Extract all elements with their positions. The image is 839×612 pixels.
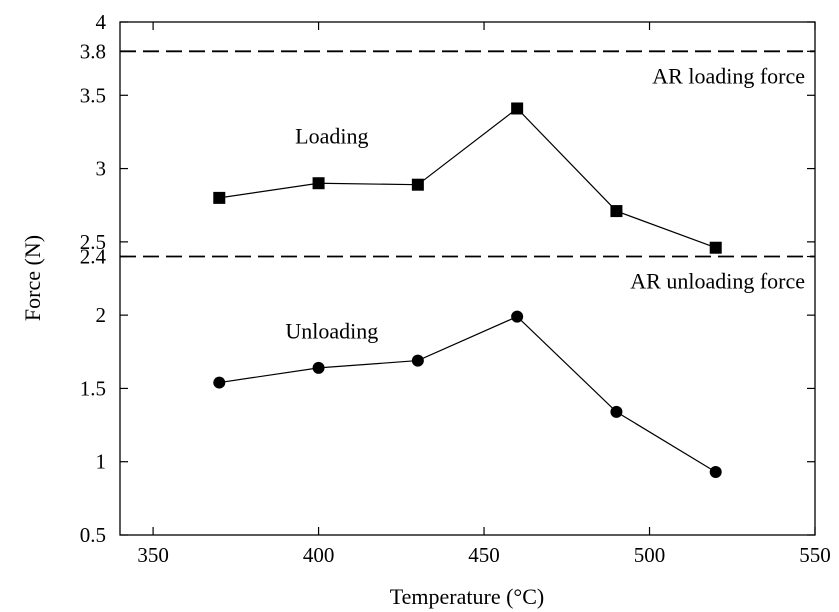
y-tick-label: 2 xyxy=(96,303,107,327)
series-layer xyxy=(213,102,722,478)
reference-line-label: AR loading force xyxy=(652,63,805,88)
data-point xyxy=(610,405,623,418)
y-tick-label: 1.5 xyxy=(80,376,106,400)
y-tick-label: 0.5 xyxy=(80,523,106,547)
data-point xyxy=(213,376,226,389)
reference-line-label: AR unloading force xyxy=(630,269,805,294)
data-point xyxy=(411,354,424,367)
x-tick-label: 550 xyxy=(799,543,831,567)
y-tick-label: 2.5 xyxy=(80,230,106,254)
series-0 xyxy=(213,102,722,254)
y-tick-label: 3.5 xyxy=(80,83,106,107)
series-annotation: Loading xyxy=(295,124,368,149)
y-tick-label: 3 xyxy=(96,157,107,181)
data-point xyxy=(312,177,325,190)
x-axis-title: Temperature (°C) xyxy=(390,584,544,609)
y-tick-label: 1 xyxy=(96,450,107,474)
series-annotation: Unloading xyxy=(285,319,378,344)
data-point xyxy=(312,361,325,374)
annotations: Loading Unloading xyxy=(285,124,378,344)
series-1 xyxy=(213,310,722,478)
y-tick-label: 4 xyxy=(96,10,107,34)
data-point xyxy=(213,191,226,204)
series-line xyxy=(219,107,716,249)
reference-lines: AR loading force AR unloading force xyxy=(120,50,815,294)
data-point xyxy=(709,241,722,254)
data-point xyxy=(411,178,424,191)
ticks: 350 400 450 500 550 0.5 1 1.5 2 2.42.5 3 3.5 3.8 4 xyxy=(80,10,831,567)
y-tick-label: 3.8 xyxy=(80,39,106,63)
x-tick-label: 400 xyxy=(303,543,335,567)
x-tick-label: 500 xyxy=(634,543,666,567)
series-line xyxy=(219,315,717,473)
data-point xyxy=(511,102,524,115)
y-axis-title: Force (N) xyxy=(20,235,45,321)
y-tick-label: 2.4 xyxy=(80,245,107,269)
data-point xyxy=(610,205,623,218)
data-point xyxy=(709,465,722,478)
x-tick-label: 350 xyxy=(137,543,169,567)
plot-frame xyxy=(119,21,816,536)
data-point xyxy=(511,310,524,323)
x-tick-label: 450 xyxy=(468,543,500,567)
